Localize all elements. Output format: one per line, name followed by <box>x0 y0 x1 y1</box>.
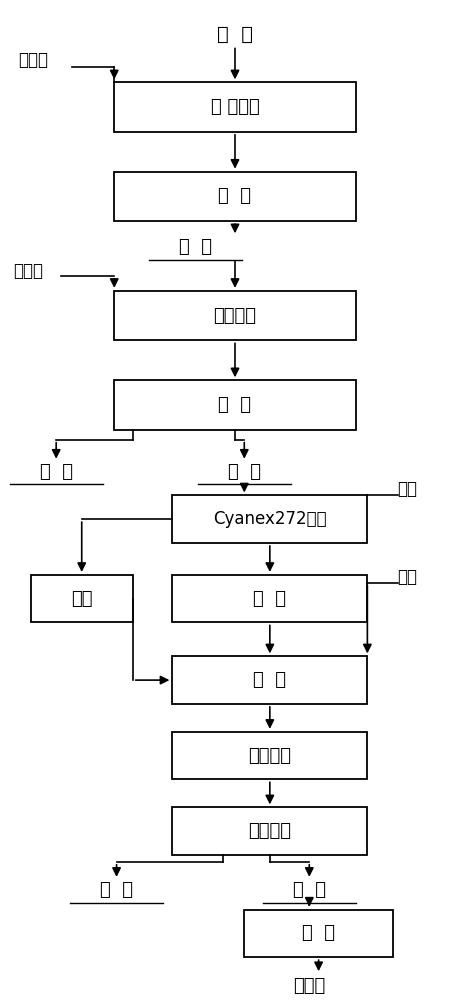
Text: 浓缩结晶: 浓缩结晶 <box>248 747 291 765</box>
Text: 石灰石: 石灰石 <box>18 51 48 69</box>
FancyBboxPatch shape <box>114 172 356 221</box>
Text: 滤  液: 滤 液 <box>228 463 261 481</box>
Text: Cyanex272萄取: Cyanex272萄取 <box>213 510 327 528</box>
FancyBboxPatch shape <box>172 575 368 622</box>
Text: 滤  渣: 滤 渣 <box>39 463 73 481</box>
FancyBboxPatch shape <box>244 910 393 957</box>
FancyBboxPatch shape <box>114 82 356 132</box>
Text: 过  滤: 过 滤 <box>219 396 251 414</box>
FancyBboxPatch shape <box>31 575 133 622</box>
FancyBboxPatch shape <box>172 807 368 855</box>
Text: 除重金属: 除重金属 <box>213 307 257 325</box>
Text: 除 鐵、铝: 除 鐵、铝 <box>211 98 259 116</box>
FancyBboxPatch shape <box>114 380 356 430</box>
Text: 洗  涂: 洗 涂 <box>253 590 286 608</box>
Text: 晶  体: 晶 体 <box>293 881 326 899</box>
Text: 反  萁: 反 萁 <box>253 671 286 689</box>
Text: 硫化锨: 硫化锨 <box>13 262 43 280</box>
Text: 皂化: 皂化 <box>71 590 93 608</box>
Text: 烘  干: 烘 干 <box>302 924 335 942</box>
Text: 过  滤: 过 滤 <box>219 187 251 205</box>
FancyBboxPatch shape <box>172 732 368 779</box>
FancyBboxPatch shape <box>172 656 368 704</box>
Text: 料  液: 料 液 <box>217 25 253 44</box>
Text: 硫酸锨: 硫酸锨 <box>293 977 325 995</box>
Text: 硫酸: 硫酸 <box>397 480 417 498</box>
Text: 滤  液: 滤 液 <box>179 238 212 256</box>
FancyBboxPatch shape <box>114 291 356 340</box>
Text: 硫酸: 硫酸 <box>397 568 417 586</box>
Text: 离心过滤: 离心过滤 <box>248 822 291 840</box>
Text: 母  液: 母 液 <box>100 881 133 899</box>
FancyBboxPatch shape <box>172 495 368 543</box>
